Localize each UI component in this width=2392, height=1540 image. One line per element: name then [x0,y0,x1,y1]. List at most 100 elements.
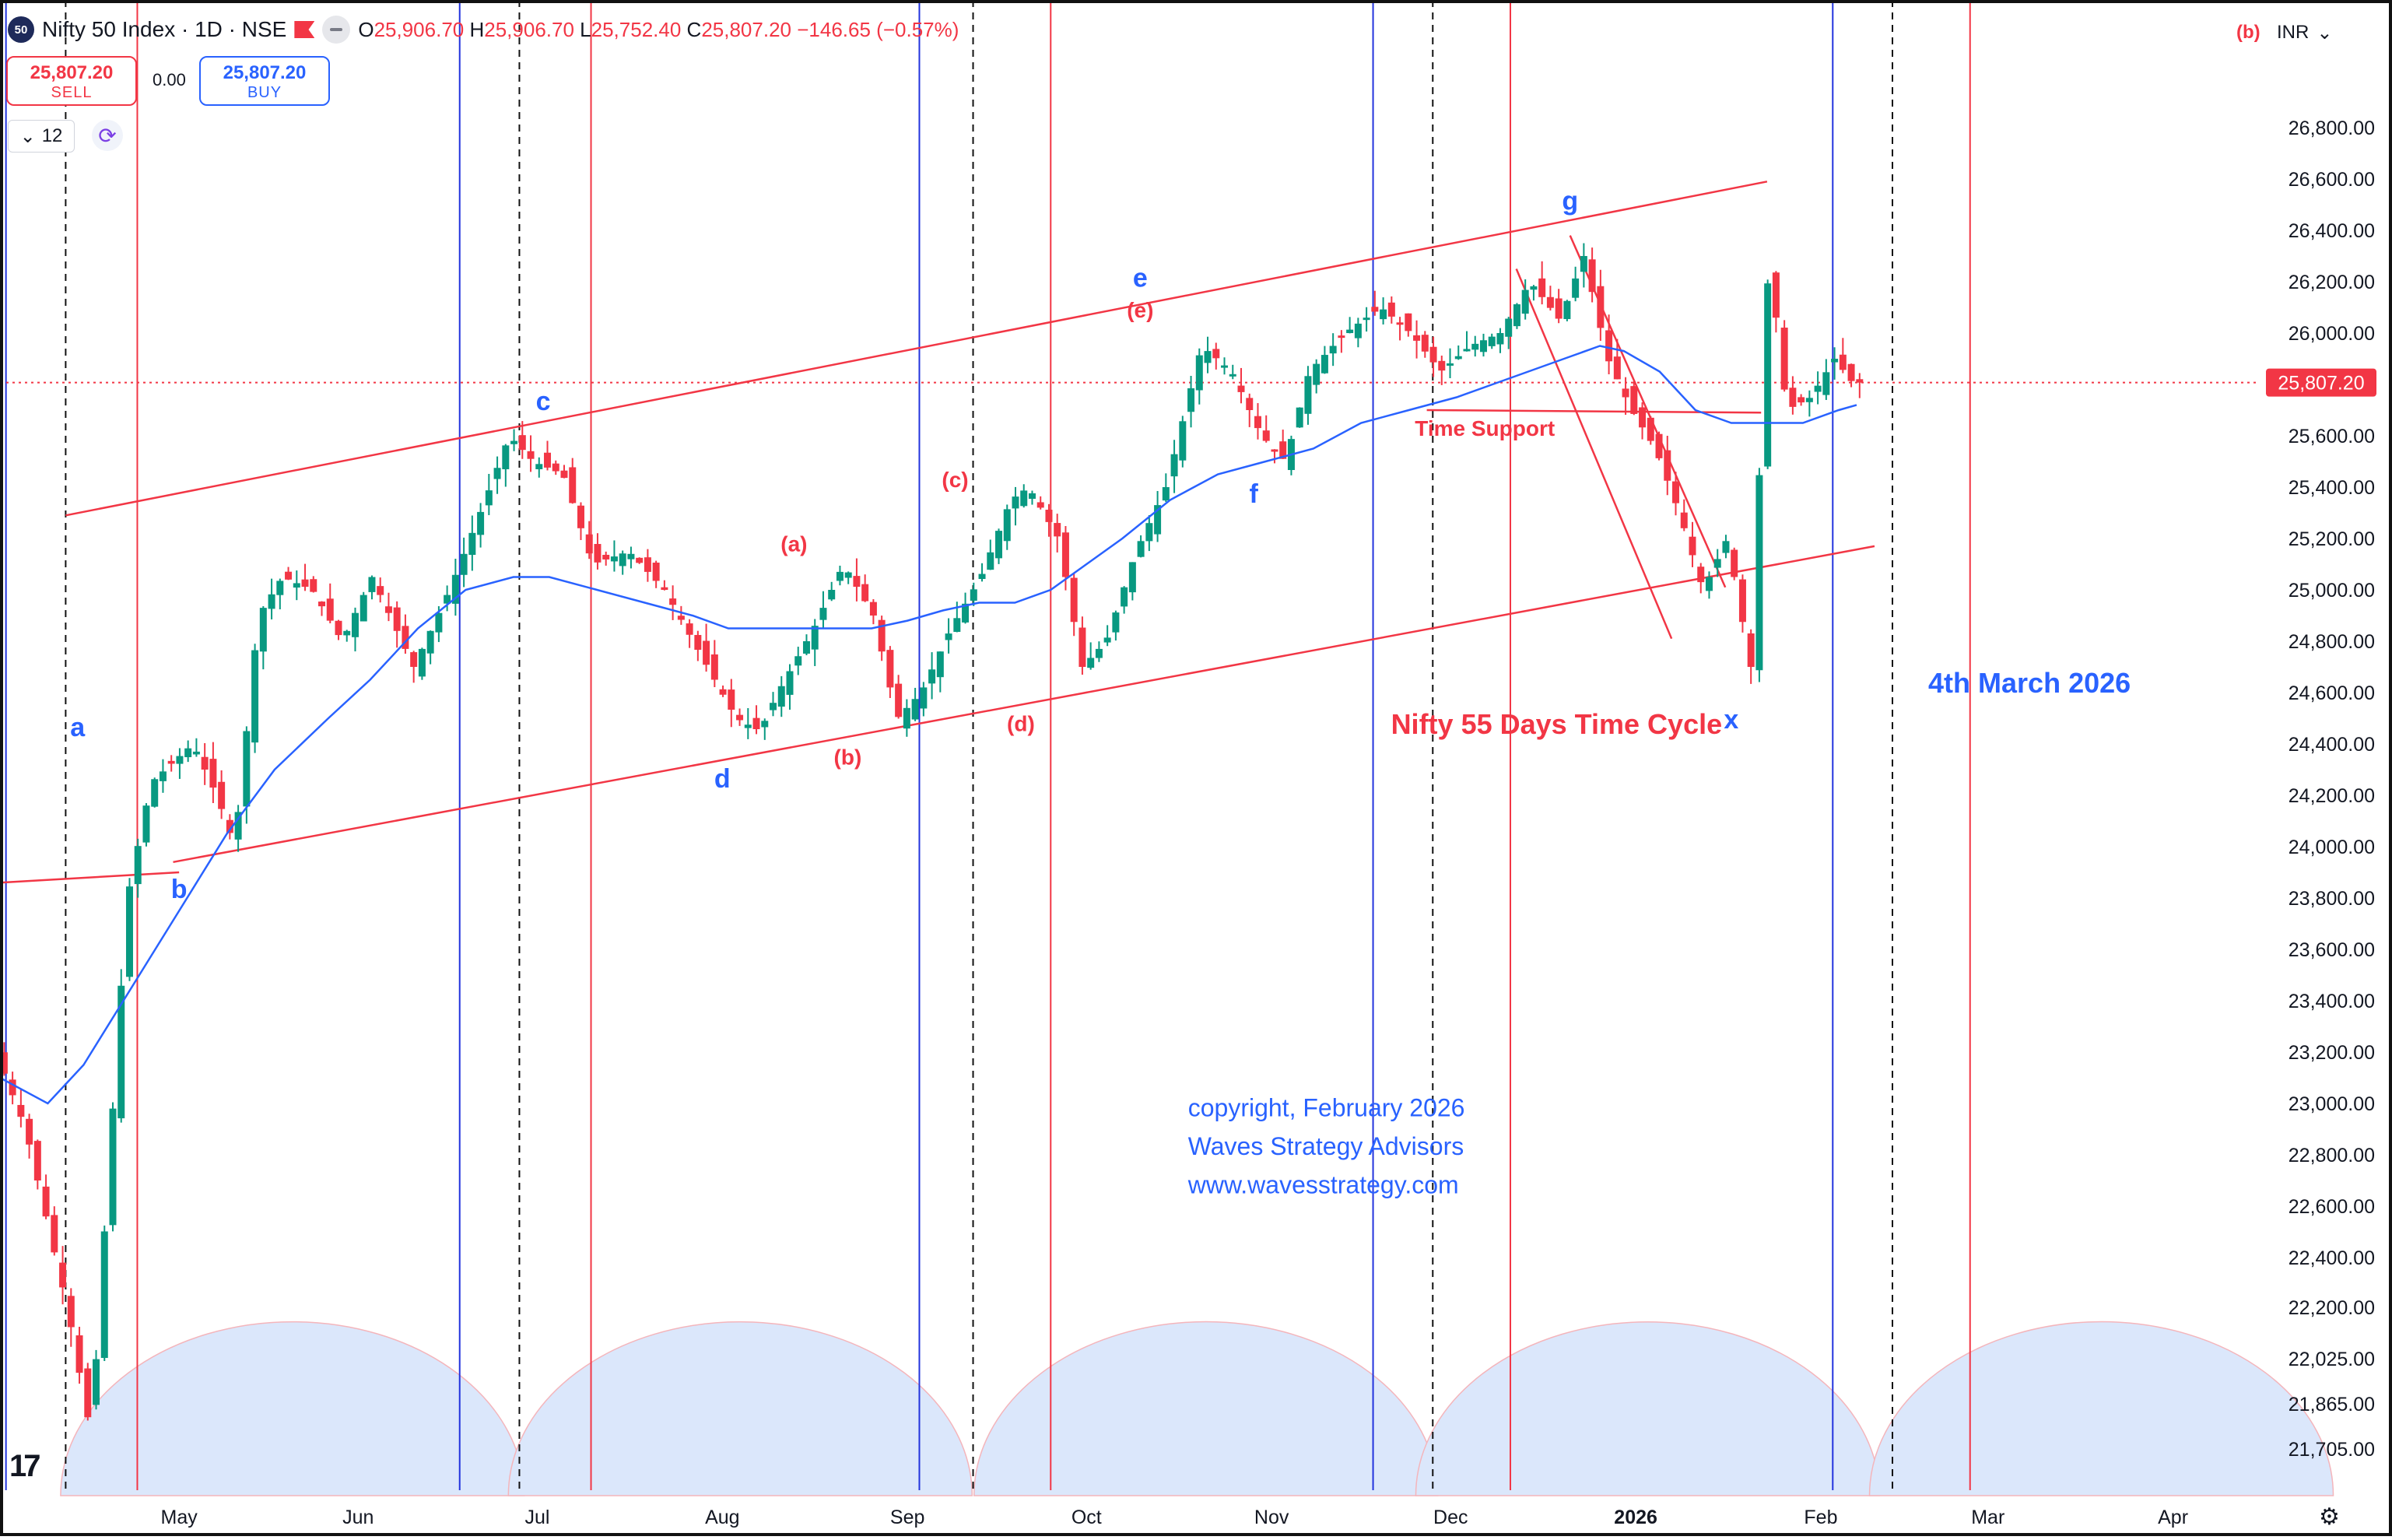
time-tick-label: Nov [1254,1507,1289,1528]
candle-body [510,440,518,444]
candle-body [1346,329,1354,334]
last-price-tag [2266,368,2376,397]
tradingview-logo-icon[interactable]: 17 [9,1449,40,1483]
candle-body [1689,536,1696,556]
candle-body [836,571,844,581]
time-tick-label: Sep [890,1507,924,1528]
candle-body [1447,363,1454,366]
candle-body [978,574,986,580]
candle-body [418,648,426,677]
candle-body [1738,579,1746,623]
candle-body [594,544,602,563]
candle-body [1187,388,1195,412]
candle-body [995,531,1003,559]
price-tick-label: 22,600.00 [2289,1196,2375,1218]
candle-body [1655,433,1663,458]
candle-body [335,620,342,636]
candle-body [703,640,710,665]
price-tick-label: 25,000.00 [2289,580,2375,602]
settings-gear-icon[interactable]: ⚙ [2319,1504,2340,1530]
candle-body [1279,441,1287,459]
sell-button[interactable]: 25,807.20 SELL [6,56,137,106]
candle-body [51,1215,58,1253]
candle-body [1304,376,1312,414]
candle-body [1664,450,1671,481]
candle-body [368,577,376,592]
candle-body [1329,346,1337,354]
buy-button[interactable]: 25,807.20 BUY [199,56,330,106]
price-tick-label: 22,400.00 [2289,1247,2375,1269]
flag-icon[interactable] [294,21,315,38]
candle-body [518,435,526,451]
candle-body [377,586,384,595]
time-tick-label: 2026 [1614,1507,1657,1528]
candle-body [1847,363,1855,381]
candle-body [75,1335,83,1373]
candle-body [828,590,836,600]
candle-body [585,534,593,554]
refresh-icon[interactable]: ⟳ [92,120,123,151]
wave-annotation: (d) [1007,712,1035,736]
time-cycle-arc [973,1321,1439,1496]
symbol-badge[interactable]: 50 [8,16,34,43]
candle-body [301,579,309,588]
time-tick-label: May [161,1507,198,1528]
candle-body [1229,374,1236,377]
candle-body [1162,487,1170,501]
candle-body [1780,328,1788,390]
price-tick-label: 23,400.00 [2289,991,2375,1012]
candle-body [1597,286,1605,328]
candle-body [619,553,626,567]
candle-body [1371,307,1379,312]
wave-annotation: x [1724,705,1738,735]
candle-body [1070,577,1078,623]
price-tick-label: 23,600.00 [2289,939,2375,961]
candle-body [1204,351,1212,363]
ohlc-values: O25,906.70 H25,906.70 L25,752.40 C25,807… [358,18,959,42]
candle-body [17,1104,25,1117]
time-tick-label: Feb [1804,1507,1837,1528]
candle-body [468,532,476,556]
hide-icon[interactable] [322,16,351,44]
candle-body [1572,278,1580,298]
candle-body [560,470,568,479]
currency-selector[interactable]: (b) INR ⌄ [2236,17,2378,48]
high-label: H [469,17,485,41]
close-label: C [686,17,702,41]
candle-body [911,699,919,720]
candle-body [9,1079,16,1096]
candle-body [1639,407,1647,428]
price-tick-label: 24,200.00 [2289,785,2375,807]
candle-body [752,717,760,730]
candle-body [1429,346,1437,363]
candle-body [1095,648,1103,658]
candle-body [719,689,727,695]
symbol-title[interactable]: Nifty 50 Index · 1D · NSE [42,17,287,41]
candle-body [1028,493,1036,499]
wave-annotation: g [1562,187,1578,216]
candle-body [1313,363,1321,385]
candle-body [477,511,485,535]
candle-body [93,1359,100,1405]
candle-body [1212,349,1220,359]
price-tick-label: 25,200.00 [2289,528,2375,550]
candle-body [644,557,651,572]
candle-body [451,574,459,604]
trend-line [0,871,180,884]
candle-body [744,724,752,728]
chevron-down-icon: ⌄ [19,125,36,147]
candle-body [577,505,584,528]
candle-body [33,1141,41,1180]
candle-body [1321,355,1328,374]
trend-line [1515,268,1673,640]
time-cycle-arc [1415,1321,1881,1496]
candle-body [410,652,418,667]
candle-body [1387,302,1395,317]
interval-selector[interactable]: ⌄ 12 [8,120,75,153]
candle-body [1254,416,1261,429]
candle-body [1012,496,1019,509]
trend-line [1569,235,1727,588]
candle-body [794,656,802,666]
wave-annotation: (c) [942,468,968,492]
